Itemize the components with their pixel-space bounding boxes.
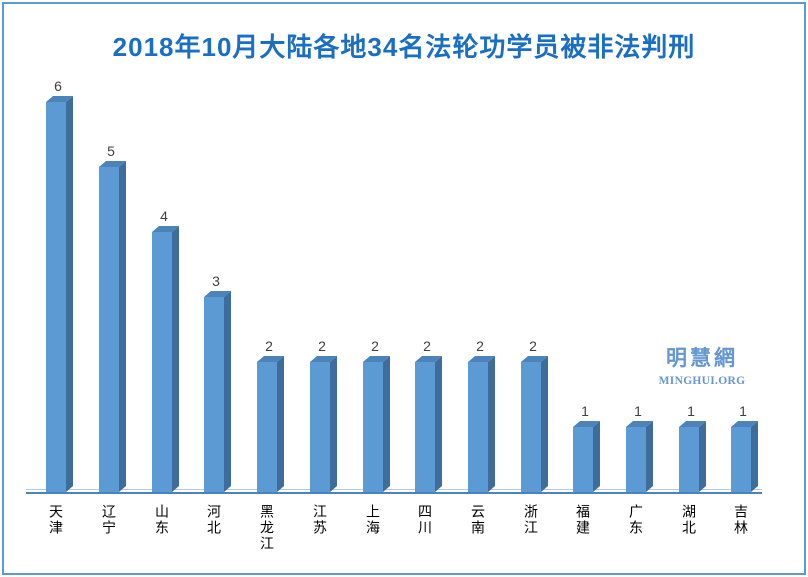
bar-value-label: 1 (739, 403, 747, 419)
x-axis-floor-line (26, 489, 762, 490)
x-axis-category-label: 上海 (365, 504, 381, 536)
bar-front-face (679, 427, 699, 492)
bar-value-label: 3 (212, 273, 220, 289)
bar-front-face (204, 297, 224, 492)
bar-side-face (751, 421, 758, 492)
bar-front-face (521, 362, 541, 492)
chart-title: 2018年10月大陆各地34名法轮功学员被非法判刑 (112, 32, 696, 62)
bar-front-face (257, 362, 277, 492)
bar-side-face (541, 356, 548, 492)
x-axis-category-label: 福建 (575, 504, 591, 536)
bar-front-face (99, 167, 119, 492)
bar-side-face (593, 421, 600, 492)
bar-value-label: 2 (476, 338, 484, 354)
minghui-logo-chinese: 明慧網 (666, 347, 738, 370)
bar-value-label: 2 (423, 338, 431, 354)
bar-value-label: 2 (529, 338, 537, 354)
x-axis-line (26, 492, 762, 494)
bar-side-face (435, 356, 442, 492)
x-axis-category-label: 四川 (417, 504, 433, 536)
bar-front-face (310, 362, 330, 492)
bar-front-face (573, 427, 593, 492)
bar-side-face (383, 356, 390, 492)
bar-front-face (731, 427, 751, 492)
bar-front-face (415, 362, 435, 492)
bar-value-label: 4 (160, 208, 168, 224)
bar-side-face (119, 161, 126, 492)
bar-front-face (363, 362, 383, 492)
bar-front-face (152, 232, 172, 492)
bar-value-label: 1 (687, 403, 695, 419)
bar-side-face (488, 356, 495, 492)
bar-value-label: 6 (54, 78, 62, 94)
bar-side-face (699, 421, 706, 492)
bar-side-face (224, 291, 231, 492)
x-axis-category-label: 河北 (206, 504, 222, 536)
x-axis-category-label: 山东 (154, 504, 170, 536)
bar-front-face (626, 427, 646, 492)
bar-value-label: 2 (318, 338, 326, 354)
bar-front-face (468, 362, 488, 492)
bar-side-face (66, 96, 73, 492)
bar-side-face (330, 356, 337, 492)
bar-front-face (46, 102, 66, 492)
minghui-watermark: 明慧網 MINGHUI.ORG (650, 342, 754, 387)
x-axis-category-label: 广东 (628, 504, 644, 536)
minghui-logo-url: MINGHUI.ORG (658, 375, 746, 387)
x-axis-category-label: 湖北 (681, 504, 697, 536)
bar-value-label: 1 (634, 403, 642, 419)
bar-value-label: 1 (581, 403, 589, 419)
x-axis-category-label: 天津 (48, 504, 64, 536)
bar-value-label: 2 (265, 338, 273, 354)
x-axis-category-label: 吉林 (733, 504, 749, 536)
x-axis-category-label: 江苏 (312, 504, 328, 536)
bar-side-face (277, 356, 284, 492)
x-axis-category-label: 浙江 (523, 504, 539, 536)
bar-value-label: 2 (371, 338, 379, 354)
bar-value-label: 5 (107, 143, 115, 159)
bar-side-face (172, 226, 179, 492)
x-axis-category-label: 黑龙江 (259, 504, 275, 552)
x-axis-category-label: 辽宁 (101, 504, 117, 536)
bar-side-face (646, 421, 653, 492)
x-axis-category-label: 云南 (470, 504, 486, 536)
